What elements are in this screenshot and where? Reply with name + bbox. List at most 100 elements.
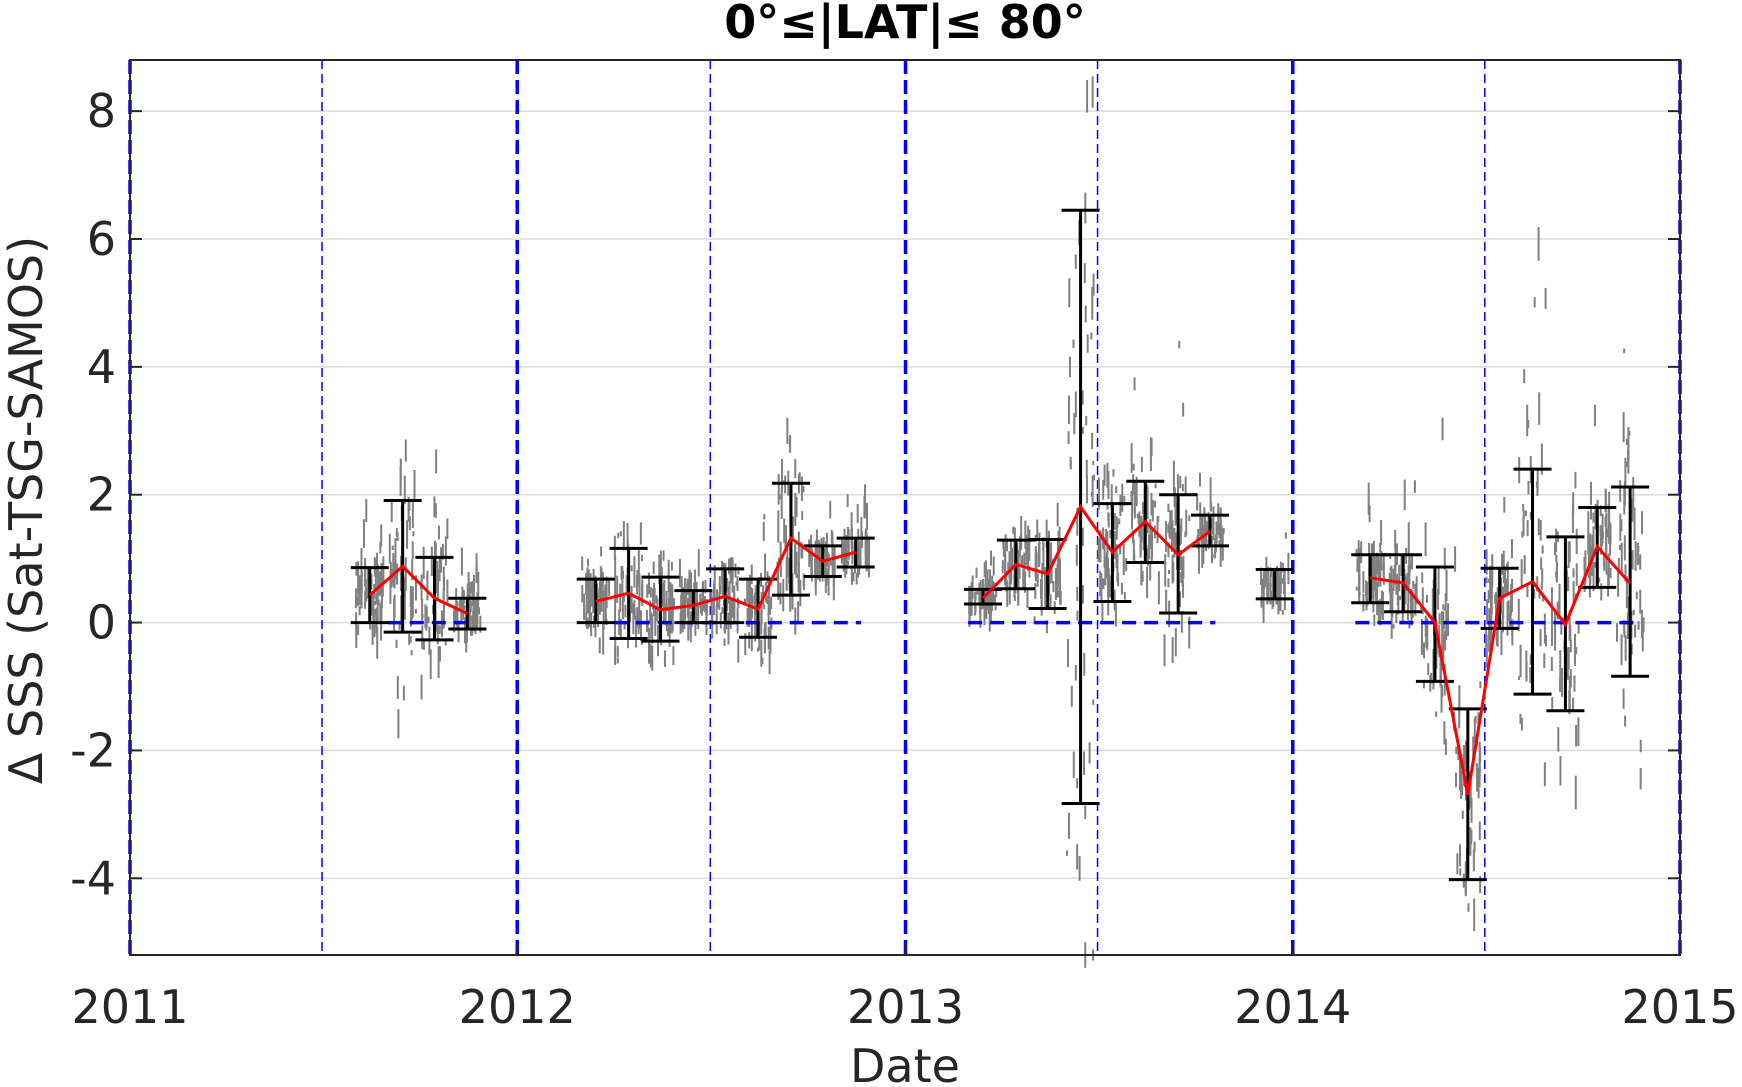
scatter-point — [737, 566, 740, 575]
scatter-point — [754, 608, 757, 642]
scatter-point — [803, 578, 806, 591]
scatter-point — [426, 573, 429, 582]
scatter-point — [1133, 482, 1136, 515]
scatter-point — [715, 605, 718, 635]
scatter-point — [1632, 477, 1635, 510]
scatter-point — [471, 616, 474, 636]
scatter-point — [1125, 558, 1128, 572]
scatter-point — [1577, 622, 1580, 634]
scatter-point — [727, 586, 730, 604]
scatter-point — [1485, 628, 1488, 652]
scatter-point — [992, 581, 995, 603]
scatter-point — [1509, 607, 1512, 630]
scatter-point — [695, 601, 698, 611]
scatter-point — [1435, 711, 1438, 718]
scatter-point — [1367, 482, 1370, 515]
scatter-point — [985, 610, 988, 619]
scatter-point — [1496, 613, 1499, 647]
scatter-point — [1625, 438, 1628, 445]
scatter-point — [1179, 549, 1182, 570]
scatter-point — [1182, 556, 1185, 579]
scatter-point — [1422, 679, 1425, 689]
scatter-point — [1119, 546, 1122, 555]
scatter-point — [397, 709, 400, 739]
scatter-point — [968, 597, 971, 625]
scatter-point — [1569, 639, 1572, 653]
scatter-point — [588, 594, 591, 624]
scatter-point — [1180, 572, 1183, 583]
scatter-point — [1004, 534, 1007, 551]
scatter-point — [701, 591, 704, 610]
scatter-point — [719, 584, 722, 595]
scatter-point — [1021, 555, 1024, 567]
scatter-point — [763, 604, 766, 610]
scatter-point — [1149, 519, 1152, 549]
scatter-point — [744, 633, 747, 655]
scatter-point — [992, 556, 995, 576]
scatter-point — [1106, 570, 1109, 597]
scatter-point — [851, 540, 854, 560]
scatter-point — [1076, 507, 1079, 536]
scatter-point — [1358, 579, 1361, 602]
scatter-point — [1099, 570, 1102, 597]
scatter-point — [1184, 476, 1187, 494]
scatter-point — [647, 572, 650, 595]
scatter-point — [1050, 542, 1053, 572]
scatter-point — [1543, 626, 1546, 644]
scatter-point — [479, 615, 482, 633]
scatter-point — [1608, 513, 1611, 544]
y-tick-label: -4 — [70, 851, 116, 905]
scatter-point — [847, 529, 850, 560]
scatter-point — [1076, 844, 1079, 870]
scatter-point — [1370, 543, 1373, 557]
scatter-point — [754, 592, 757, 614]
scatter-point — [1426, 645, 1429, 651]
scatter-point — [831, 532, 834, 567]
scatter-point — [396, 563, 399, 585]
scatter-point — [437, 525, 440, 540]
scatter-point — [1188, 515, 1191, 522]
scatter-point — [1395, 612, 1398, 624]
scatter-point — [1013, 594, 1016, 601]
scatter-point — [1623, 535, 1626, 561]
scatter-point — [779, 582, 782, 605]
y-tick-label: 4 — [87, 340, 116, 394]
scatter-point — [760, 606, 763, 635]
scatter-point — [829, 500, 832, 519]
scatter-point — [438, 646, 441, 662]
scatter-point — [1113, 589, 1116, 611]
scatter-point — [1557, 727, 1560, 752]
scatter-point — [1210, 536, 1213, 564]
scatter-point — [777, 510, 780, 543]
scatter-point — [1174, 492, 1177, 526]
scatter-point — [437, 646, 440, 679]
scatter-point — [1522, 516, 1525, 536]
scatter-point — [394, 538, 397, 566]
scatter-point — [1537, 518, 1540, 536]
scatter-point — [1372, 540, 1375, 564]
scatter-point — [1440, 684, 1443, 713]
scatter-point — [1024, 573, 1027, 593]
scatter-point — [1411, 597, 1414, 618]
scatter-point — [1028, 529, 1031, 561]
scatter-point — [750, 564, 753, 585]
scatter-point — [1437, 588, 1440, 610]
scatter-point — [390, 501, 393, 523]
scatter-point — [1501, 614, 1504, 633]
scatter-point — [1357, 540, 1360, 565]
scatter-point — [1012, 526, 1015, 535]
scatter-point — [1622, 688, 1625, 709]
scatter-point — [649, 587, 652, 598]
scatter-point — [1623, 348, 1626, 354]
scatter-point — [1520, 718, 1523, 731]
scatter-point — [1394, 530, 1397, 549]
scatter-point — [476, 591, 479, 626]
scatter-point — [1358, 550, 1361, 584]
scatter-point — [1600, 583, 1603, 601]
scatter-point — [1392, 624, 1395, 629]
scatter-point — [1103, 464, 1106, 486]
scatter-point — [614, 635, 617, 664]
scatter-point — [1617, 557, 1620, 572]
scatter-point — [777, 566, 780, 600]
scatter-point — [744, 598, 747, 606]
